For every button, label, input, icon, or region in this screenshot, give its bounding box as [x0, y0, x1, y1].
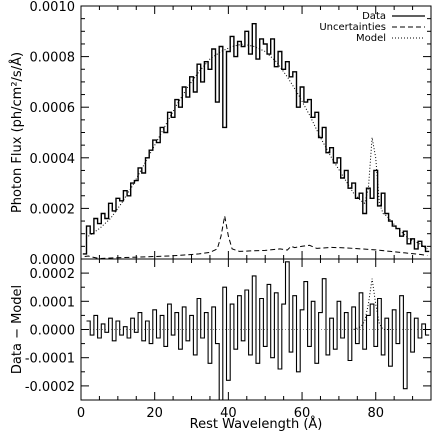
- y-tick-label: 0.0006: [30, 101, 76, 116]
- residual-panel-ticks: [80, 258, 432, 401]
- residual-y-tick-labels: -0.0002 -0.0001 0.0000 0.0001 0.0002: [25, 267, 75, 395]
- residual-series: [86, 261, 430, 401]
- residual-y-axis-label: Data − Model: [10, 285, 25, 374]
- y-tick-label: 0.0008: [30, 51, 76, 66]
- y-tick-label: 0.0002: [30, 202, 76, 217]
- series-line-model-residual: [353, 278, 391, 330]
- series-line-uncertainties: [84, 215, 428, 260]
- legend-data-label: Data: [362, 11, 386, 22]
- legend-uncertainties-label: Uncertainties: [319, 22, 386, 33]
- residual-panel: -0.0002 -0.0001 0.0000 0.0001 0.0002 0 20 40 60…: [10, 258, 432, 432]
- y-tick-label: 0.0004: [30, 152, 76, 167]
- x-axis-label: Rest Wavelength (Å): [190, 416, 323, 432]
- y-tick-label: 0.0000: [30, 324, 76, 339]
- flux-panel-ticks: [80, 5, 432, 260]
- series-line-data: [82, 23, 430, 255]
- y-tick-label: -0.0002: [25, 380, 75, 395]
- x-tick-label: 60: [294, 406, 311, 421]
- flux-panel: 0.0000 0.0002 0.0004 0.0006 0.0008 0.0010 Pho…: [9, 0, 432, 268]
- uncertainties-series: [84, 215, 428, 260]
- series-line-data---model: [86, 261, 430, 401]
- legend: Data Uncertainties Model: [319, 11, 425, 44]
- model-series: [88, 43, 428, 250]
- x-tick-label: 20: [146, 406, 163, 421]
- data-series: [82, 23, 430, 255]
- series-line-model: [88, 43, 428, 250]
- flux-y-tick-labels: 0.0000 0.0002 0.0004 0.0006 0.0008 0.0010: [30, 0, 76, 268]
- x-tick-label: 0: [77, 406, 85, 421]
- y-tick-label: -0.0001: [25, 352, 75, 367]
- x-tick-labels: 0 20 40 60 80: [77, 406, 384, 421]
- y-tick-label: 0.0001: [30, 295, 76, 310]
- x-tick-label: 40: [220, 406, 237, 421]
- x-tick-label: 80: [367, 406, 384, 421]
- legend-model-label: Model: [356, 33, 386, 44]
- y-tick-label: 0.0010: [30, 0, 76, 15]
- y-tick-label: 0.0002: [30, 267, 76, 282]
- model-residual-series: [353, 278, 391, 330]
- flux-y-axis-label: Photon Flux (ph/cm²/s/Å): [9, 52, 25, 213]
- y-tick-label: 0.0000: [30, 253, 76, 268]
